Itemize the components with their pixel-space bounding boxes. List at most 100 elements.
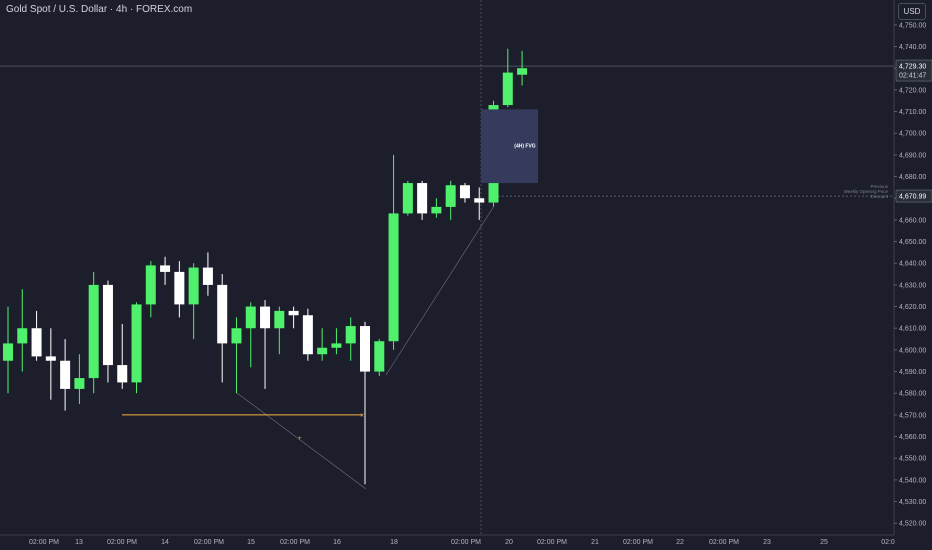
candle [231, 317, 242, 394]
candle-body [217, 284, 228, 344]
y-tick-label: 4,680.00 [899, 174, 926, 181]
y-tick-label: 4,660.00 [899, 217, 926, 224]
x-tick-label: 18 [390, 539, 398, 546]
reference-label: Weekly Opening Price [844, 189, 889, 194]
x-tick-label: 20 [505, 539, 513, 546]
candle-body [445, 185, 456, 207]
candle [160, 256, 171, 285]
candle [31, 310, 42, 361]
y-tick-label: 4,600.00 [899, 347, 926, 354]
candle-body [374, 341, 385, 372]
candle [17, 289, 28, 372]
candle-body [17, 328, 28, 344]
x-tick-label: 02:0 [881, 539, 895, 546]
candle [502, 48, 513, 108]
candle-body [345, 326, 356, 344]
candle-body [145, 265, 156, 305]
candle [274, 306, 285, 355]
x-tick-label: 16 [333, 539, 341, 546]
y-tick-label: 4,720.00 [899, 87, 926, 94]
y-tick-label: 4,570.00 [899, 412, 926, 419]
candle-body [274, 310, 285, 329]
y-tick-label: 4,550.00 [899, 456, 926, 463]
candle [374, 339, 385, 376]
x-tick-label: 13 [75, 539, 83, 546]
y-tick-label: 4,710.00 [899, 109, 926, 116]
candle [317, 328, 328, 361]
fvg-label: (4H) FVG [514, 144, 536, 150]
y-tick-label: 4,580.00 [899, 391, 926, 398]
reference-price-value-bg [895, 189, 932, 203]
x-tick-label: 02:00 PM [451, 539, 481, 546]
candle [459, 183, 470, 203]
x-tick-label: 23 [763, 539, 771, 546]
y-tick-label: 4,630.00 [899, 282, 926, 289]
candle-body [31, 328, 42, 357]
candle-body [102, 284, 113, 366]
x-tick-label: 02:00 PM [107, 539, 137, 546]
candle [145, 261, 156, 318]
y-tick-label: 4,700.00 [899, 131, 926, 138]
candle [74, 354, 85, 405]
candle [388, 154, 399, 350]
candle-body [188, 267, 199, 305]
currency-selector[interactable]: USD [898, 3, 926, 20]
candle-body [517, 68, 528, 75]
candle-body [231, 328, 242, 344]
candle [88, 271, 99, 394]
orange-x-marker: × [360, 412, 364, 419]
y-tick-label: 4,740.00 [899, 44, 926, 51]
candle [445, 180, 456, 220]
candle [517, 50, 528, 86]
candles [3, 48, 528, 485]
x-tick-label: 02:00 PM [537, 539, 567, 546]
countdown-value: 02:41:47 [899, 73, 926, 80]
candle [102, 280, 113, 383]
x-tick-label: 15 [247, 539, 255, 546]
y-tick-label: 4,530.00 [899, 499, 926, 506]
x-tick-label: 14 [161, 539, 169, 546]
candle [117, 323, 128, 389]
candle-body [3, 343, 13, 361]
candle [45, 328, 56, 400]
candle-body [60, 360, 71, 389]
candle [288, 306, 299, 329]
candle [474, 187, 485, 220]
candle [188, 263, 199, 340]
candle [217, 274, 228, 383]
candle-body [388, 213, 399, 342]
x-tick-label: 25 [820, 539, 828, 546]
candle [345, 317, 356, 361]
candle-body [331, 343, 342, 348]
candle [202, 252, 213, 296]
y-tick-label: 4,610.00 [899, 326, 926, 333]
candle-body [88, 284, 99, 379]
candle [174, 261, 185, 318]
reference-label: Previous [870, 184, 888, 189]
candle-body [474, 198, 485, 203]
candle-body [431, 206, 442, 214]
x-tick-label: 02:00 PM [194, 539, 224, 546]
candle-body [131, 304, 142, 383]
candle [260, 300, 271, 389]
diagonal-line-lower [236, 392, 367, 490]
candle [360, 321, 370, 485]
y-tick-label: 4,690.00 [899, 152, 926, 159]
y-tick-label: 4,750.00 [899, 22, 926, 29]
candle-body [202, 267, 213, 285]
fvg-box [481, 109, 538, 184]
candle [431, 198, 442, 218]
candle-body [245, 306, 256, 329]
current-price-tag [895, 59, 932, 82]
candle-body [160, 265, 171, 272]
reference-price-value: 4,670.99 [899, 194, 926, 201]
candle-body [459, 185, 470, 199]
candle [331, 328, 342, 355]
candle-body [402, 183, 413, 214]
candle-body [288, 310, 299, 316]
x-tick-label: 02:00 PM [29, 539, 59, 546]
y-tick-label: 4,620.00 [899, 304, 926, 311]
